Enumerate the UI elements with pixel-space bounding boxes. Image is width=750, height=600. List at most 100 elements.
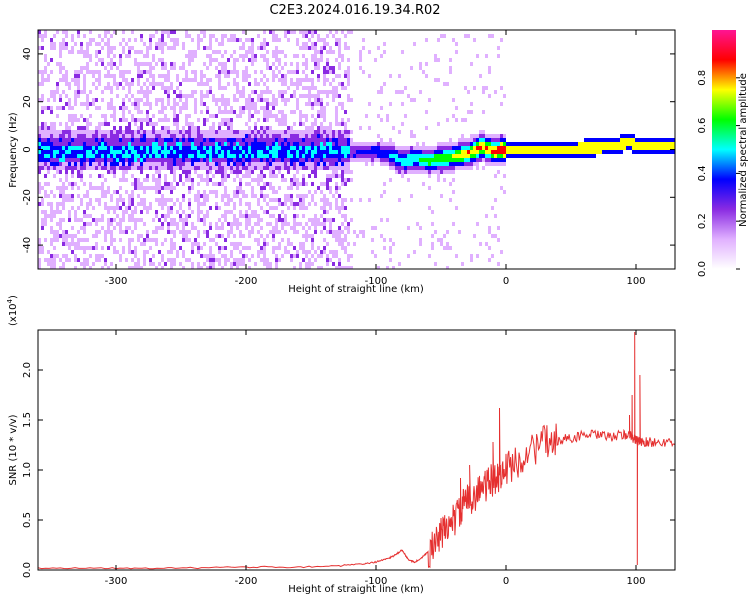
- heatmap-cell: [167, 138, 170, 142]
- heatmap-cell: [218, 226, 221, 230]
- heatmap-cell: [308, 86, 311, 90]
- heatmap-cell: [170, 242, 173, 246]
- heatmap-cell: [605, 150, 608, 154]
- heatmap-cell: [59, 166, 62, 170]
- heatmap-cell: [119, 178, 122, 182]
- heatmap-cell: [266, 222, 269, 226]
- heatmap-cell: [407, 178, 410, 182]
- heatmap-cell: [344, 70, 347, 74]
- heatmap-cell: [317, 186, 320, 190]
- heatmap-cell: [161, 118, 164, 122]
- heatmap-cell: [179, 98, 182, 102]
- heatmap-cell: [146, 130, 149, 134]
- heatmap-cell: [110, 146, 113, 150]
- heatmap-cell: [647, 146, 650, 150]
- heatmap-cell: [185, 178, 188, 182]
- heatmap-cell: [92, 234, 95, 238]
- heatmap-cell: [38, 242, 41, 246]
- heatmap-cell: [122, 38, 125, 42]
- heatmap-cell: [158, 202, 161, 206]
- heatmap-cell: [170, 266, 173, 269]
- heatmap-cell: [272, 166, 275, 170]
- heatmap-cell: [191, 162, 194, 166]
- heatmap-cell: [179, 130, 182, 134]
- heatmap-cell: [53, 262, 56, 266]
- heatmap-cell: [290, 62, 293, 66]
- heatmap-cell: [263, 154, 266, 158]
- heatmap-cell: [329, 174, 332, 178]
- heatmap-cell: [65, 46, 68, 50]
- heatmap-cell: [473, 150, 476, 154]
- heatmap-cell: [161, 130, 164, 134]
- heatmap-cell: [332, 254, 335, 258]
- heatmap-cell: [110, 230, 113, 234]
- heatmap-cell: [134, 262, 137, 266]
- heatmap-cell: [53, 90, 56, 94]
- heatmap-cell: [245, 254, 248, 258]
- heatmap-cell: [236, 130, 239, 134]
- heatmap-cell: [665, 146, 668, 150]
- heatmap-cell: [332, 234, 335, 238]
- heatmap-cell: [206, 78, 209, 82]
- heatmap-cell: [326, 58, 329, 62]
- heatmap-cell: [329, 122, 332, 126]
- heatmap-cell: [41, 130, 44, 134]
- heatmap-cell: [116, 206, 119, 210]
- heatmap-cell: [206, 118, 209, 122]
- heatmap-cell: [107, 122, 110, 126]
- heatmap-cell: [80, 170, 83, 174]
- heatmap-cell: [332, 250, 335, 254]
- heatmap-cell: [461, 262, 464, 266]
- heatmap-cell: [143, 82, 146, 86]
- heatmap-cell: [266, 210, 269, 214]
- heatmap-cell: [77, 34, 80, 38]
- heatmap-cell: [98, 174, 101, 178]
- heatmap-cell: [314, 190, 317, 194]
- heatmap-cell: [74, 150, 77, 154]
- heatmap-cell: [302, 42, 305, 46]
- heatmap-cell: [134, 62, 137, 66]
- heatmap-cell: [80, 146, 83, 150]
- heatmap-cell: [326, 262, 329, 266]
- heatmap-cell: [131, 194, 134, 198]
- heatmap-cell: [188, 202, 191, 206]
- heatmap-cell: [137, 130, 140, 134]
- heatmap-cell: [569, 146, 572, 150]
- heatmap-cell: [563, 154, 566, 158]
- heatmap-cell: [53, 134, 56, 138]
- heatmap-cell: [185, 166, 188, 170]
- heatmap-cell: [185, 174, 188, 178]
- heatmap-cell: [332, 150, 335, 154]
- heatmap-cell: [272, 130, 275, 134]
- heatmap-cell: [125, 150, 128, 154]
- heatmap-cell: [314, 42, 317, 46]
- heatmap-cell: [167, 226, 170, 230]
- heatmap-cell: [161, 214, 164, 218]
- heatmap-cell: [62, 234, 65, 238]
- heatmap-cell: [104, 258, 107, 262]
- heatmap-cell: [323, 134, 326, 138]
- heatmap-cell: [86, 246, 89, 250]
- heatmap-cell: [299, 242, 302, 246]
- heatmap-cell: [314, 138, 317, 142]
- heatmap-cell: [236, 86, 239, 90]
- heatmap-cell: [125, 130, 128, 134]
- heatmap-cell: [491, 134, 494, 138]
- heatmap-cell: [584, 138, 587, 142]
- heatmap-cell: [500, 162, 503, 166]
- heatmap-cell: [188, 54, 191, 58]
- heatmap-cell: [104, 238, 107, 242]
- heatmap-cell: [662, 146, 665, 150]
- heatmap-cell: [233, 94, 236, 98]
- heatmap-cell: [353, 158, 356, 162]
- heatmap-cell: [350, 178, 353, 182]
- heatmap-cell: [137, 186, 140, 190]
- heatmap-cell: [176, 118, 179, 122]
- heatmap-cell: [227, 110, 230, 114]
- heatmap-cell: [335, 206, 338, 210]
- heatmap-cell: [542, 142, 545, 146]
- heatmap-cell: [497, 158, 500, 162]
- heatmap-cell: [38, 82, 41, 86]
- heatmap-cell: [341, 58, 344, 62]
- heatmap-x-label: Height of straight line (km): [288, 284, 424, 295]
